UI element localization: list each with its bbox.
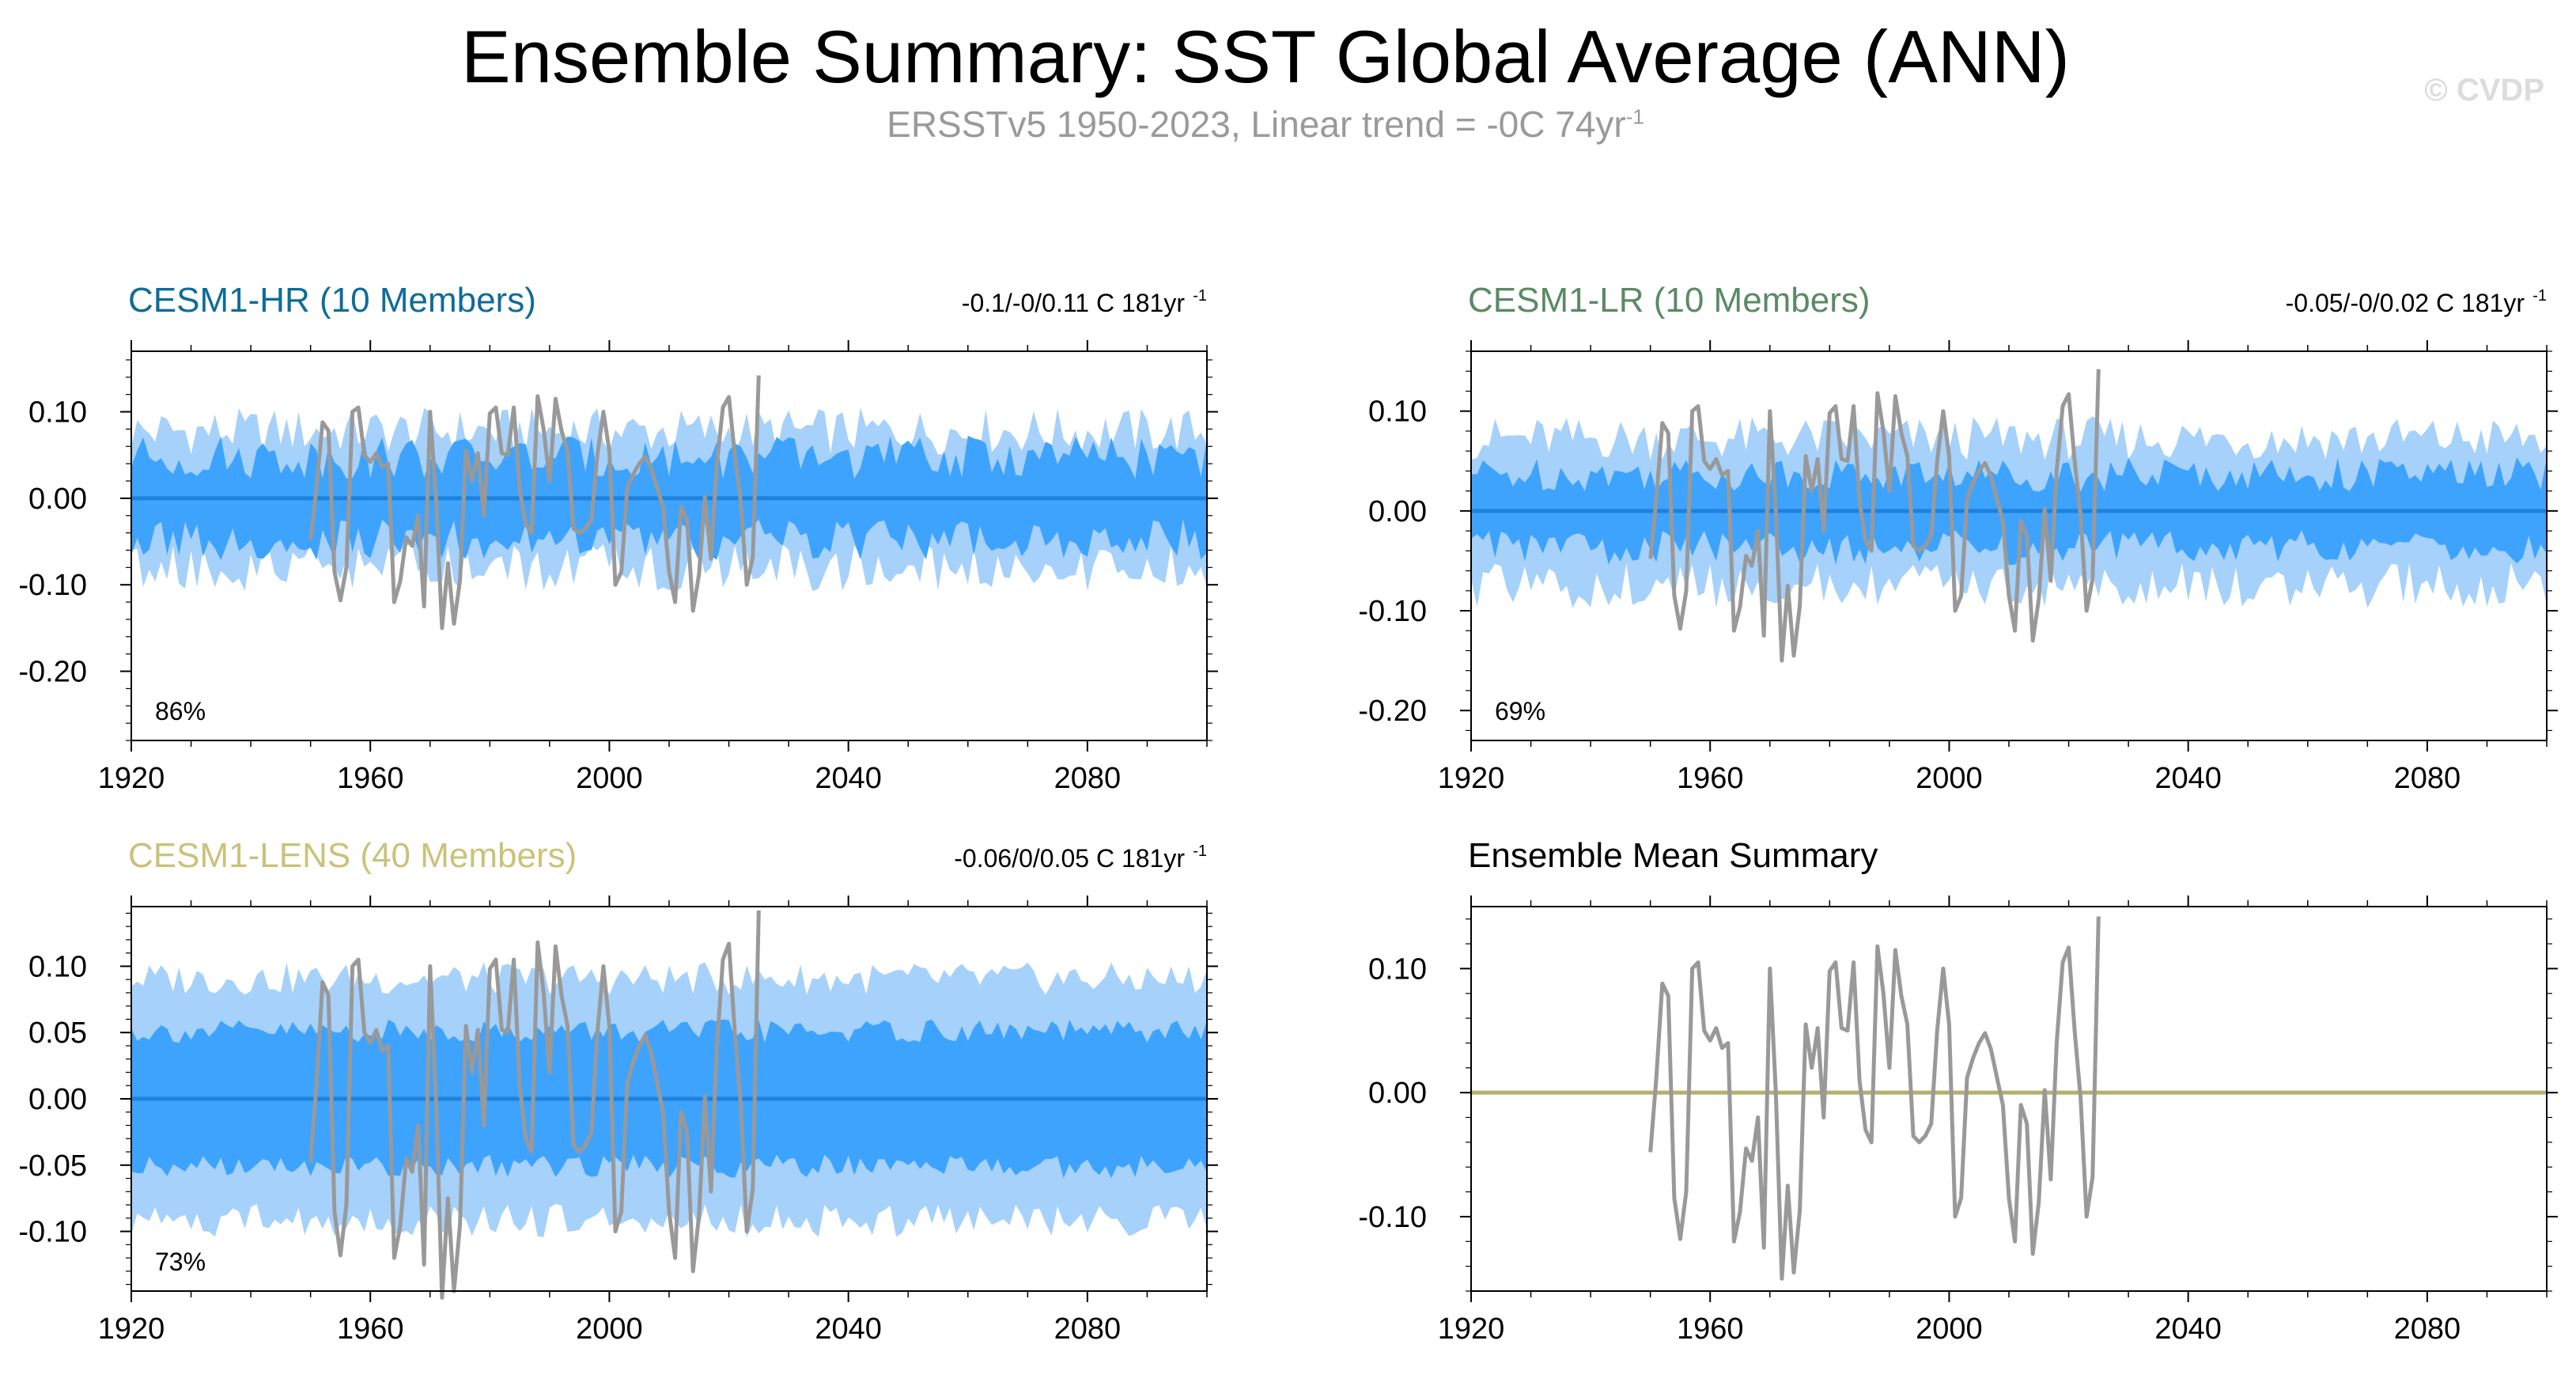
panel-lens: 1920 1960 2000 2040 2080 0.10 0.05 0.00 -0.05 -0.… [18,836,1218,1346]
page-title: Ensemble Summary: SST Global Average (AN… [461,15,2070,98]
x-tick-label: 1960 [1677,762,1744,795]
y-tick-label: 0.10 [28,396,87,430]
panel-title: Ensemble Mean Summary [1468,836,1878,875]
y-tick-label: -0.10 [18,1216,87,1249]
x-tick-label: 1920 [98,762,165,795]
panel-title: CESM1-LR (10 Members) [1468,281,1871,320]
x-tick-label: 2040 [2154,1312,2222,1346]
subtitle-superscript: -1 [1625,104,1644,129]
plot-frame [1470,906,2548,1292]
trend-superscript: -1 [1193,287,1207,305]
percent-label: 69% [1495,697,1545,725]
x-tick-label: 2080 [2394,762,2461,795]
panel-lr: 1920 1960 2000 2040 2080 0.10 0.00 -0.10 -0.20 CE… [1358,281,2558,795]
y-tick-label: 0.05 [28,1017,87,1050]
x-tick-label: 1960 [1677,1312,1744,1346]
x-tick-label: 2000 [576,762,643,795]
x-tick-label: 2080 [1054,1312,1122,1346]
panel-summary: 1920 1960 2000 2040 2080 0.10 0.00 -0.10 Ensembl… [1358,836,2558,1346]
trend-superscript: -1 [1193,843,1207,860]
x-tick-label: 2080 [1054,762,1122,795]
x-tick-label: 1920 [1438,1312,1505,1346]
x-tick-label: 2080 [2394,1312,2461,1346]
x-tick-label: 2040 [815,762,882,795]
y-tick-label: -0.10 [1358,595,1427,628]
y-tick-label: 0.00 [1368,1077,1427,1110]
y-tick-label: -0.10 [1358,1201,1427,1234]
x-tick-label: 2000 [1916,1312,1983,1346]
x-tick-label: 1960 [337,1312,404,1346]
trend-superscript: -1 [2532,287,2547,305]
observations-line [1648,369,2101,663]
x-tick-label: 1920 [1438,762,1505,795]
y-tick-label: -0.20 [1358,695,1427,728]
panel-title: CESM1-HR (10 Members) [128,281,536,320]
y-tick-label: 0.00 [28,1083,87,1116]
panel-hr: 1920 1960 2000 2040 2080 0.10 0.00 -0.10 -0.20 CE… [18,281,1218,795]
x-tick-label: 2040 [2154,762,2222,795]
page-subtitle: ERSSTv5 1950-2023, Linear trend = -0C 74… [0,103,2531,146]
trend-label: -0.06/0/0.05 C 181yr [954,844,1185,873]
watermark: © CVDP [2424,73,2544,108]
y-tick-label: -0.20 [18,656,87,689]
trend-label: -0.1/-0/0.11 C 181yr [962,289,1186,317]
x-tick-label: 2040 [815,1312,882,1346]
panel-title: CESM1-LENS (40 Members) [128,836,577,875]
subtitle-text: ERSSTv5 1950-2023, Linear trend = -0C 74… [887,104,1626,145]
x-tick-label: 1920 [98,1312,165,1346]
y-tick-label: 0.10 [1368,396,1427,429]
percent-label: 86% [155,697,206,725]
y-tick-label: 0.00 [1368,495,1427,528]
y-tick-label: -0.05 [18,1149,87,1183]
x-tick-label: 2000 [1916,762,1983,795]
y-tick-label: -0.10 [18,569,87,602]
observations-line [308,375,761,631]
y-tick-label: 0.10 [1368,952,1427,986]
observations-line [308,910,761,1300]
percent-label: 73% [155,1248,206,1276]
x-tick-label: 2000 [576,1312,643,1346]
y-tick-label: 0.10 [28,950,87,983]
observations-line [1648,916,2101,1281]
x-tick-label: 1960 [337,762,404,795]
trend-label: -0.05/-0/0.02 C 181yr [2286,289,2525,317]
y-tick-label: 0.00 [28,483,87,516]
